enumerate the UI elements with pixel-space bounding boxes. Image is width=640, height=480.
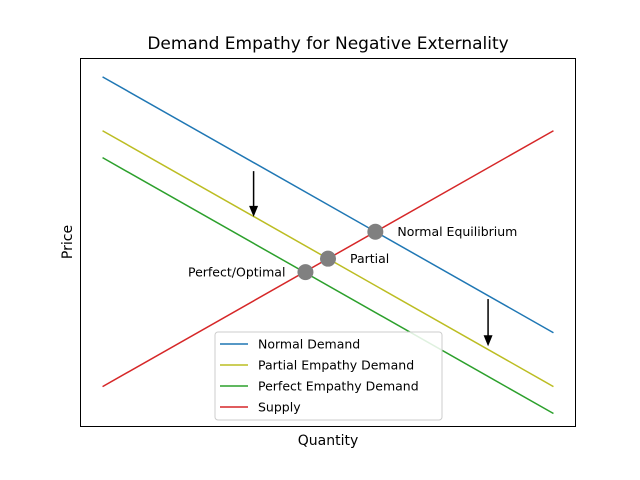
down-arrow-1	[249, 171, 259, 217]
series-line-normal-demand	[102, 76, 554, 334]
arrow-head	[483, 335, 493, 347]
legend-item-partial-empathy-demand: Partial Empathy Demand	[220, 358, 414, 373]
y-axis-label: Price	[60, 225, 76, 259]
legend-label: Partial Empathy Demand	[258, 358, 414, 373]
series-line-perfect-empathy-demand	[102, 157, 554, 415]
legend-label: Supply	[258, 400, 301, 415]
legend-item-supply: Supply	[220, 400, 301, 415]
legend-item-normal-demand: Normal Demand	[220, 337, 360, 352]
legend: Normal Demand Partial Empathy Demand Perfe…	[214, 331, 443, 421]
point-perfect-optimal	[297, 264, 314, 281]
arrow-head	[249, 205, 259, 217]
down-arrow-2	[483, 299, 493, 347]
point-label-partial: Partial	[350, 251, 389, 266]
x-axis-label: Quantity	[298, 433, 359, 449]
chart-title: Demand Empathy for Negative Externality	[147, 34, 508, 54]
legend-label: Normal Demand	[258, 337, 360, 352]
legend-box	[214, 331, 443, 421]
point-label-normal-equilibrium: Normal Equilibrium	[397, 224, 517, 239]
plot-area: Normal Equilibrium Partial Perfect/Optimal	[102, 76, 554, 415]
point-partial	[320, 250, 336, 267]
point-label-perfect-optimal: Perfect/Optimal	[188, 265, 285, 280]
point-normal-equilibrium	[367, 223, 384, 240]
legend-label: Perfect Empathy Demand	[258, 379, 419, 394]
legend-item-perfect-empathy-demand: Perfect Empathy Demand	[220, 379, 419, 394]
plot-frame	[80, 58, 576, 427]
